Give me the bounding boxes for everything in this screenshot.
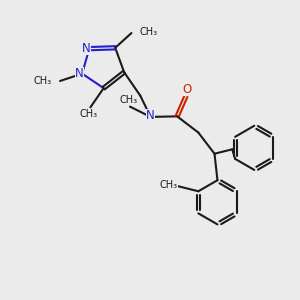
Text: N: N — [82, 42, 91, 55]
Text: CH₃: CH₃ — [119, 95, 138, 105]
Text: N: N — [75, 67, 84, 80]
Text: CH₃: CH₃ — [80, 109, 98, 119]
Text: N: N — [146, 109, 155, 122]
Text: CH₃: CH₃ — [140, 27, 158, 37]
Text: CH₃: CH₃ — [33, 76, 51, 86]
Text: CH₃: CH₃ — [160, 179, 178, 190]
Text: O: O — [183, 83, 192, 96]
